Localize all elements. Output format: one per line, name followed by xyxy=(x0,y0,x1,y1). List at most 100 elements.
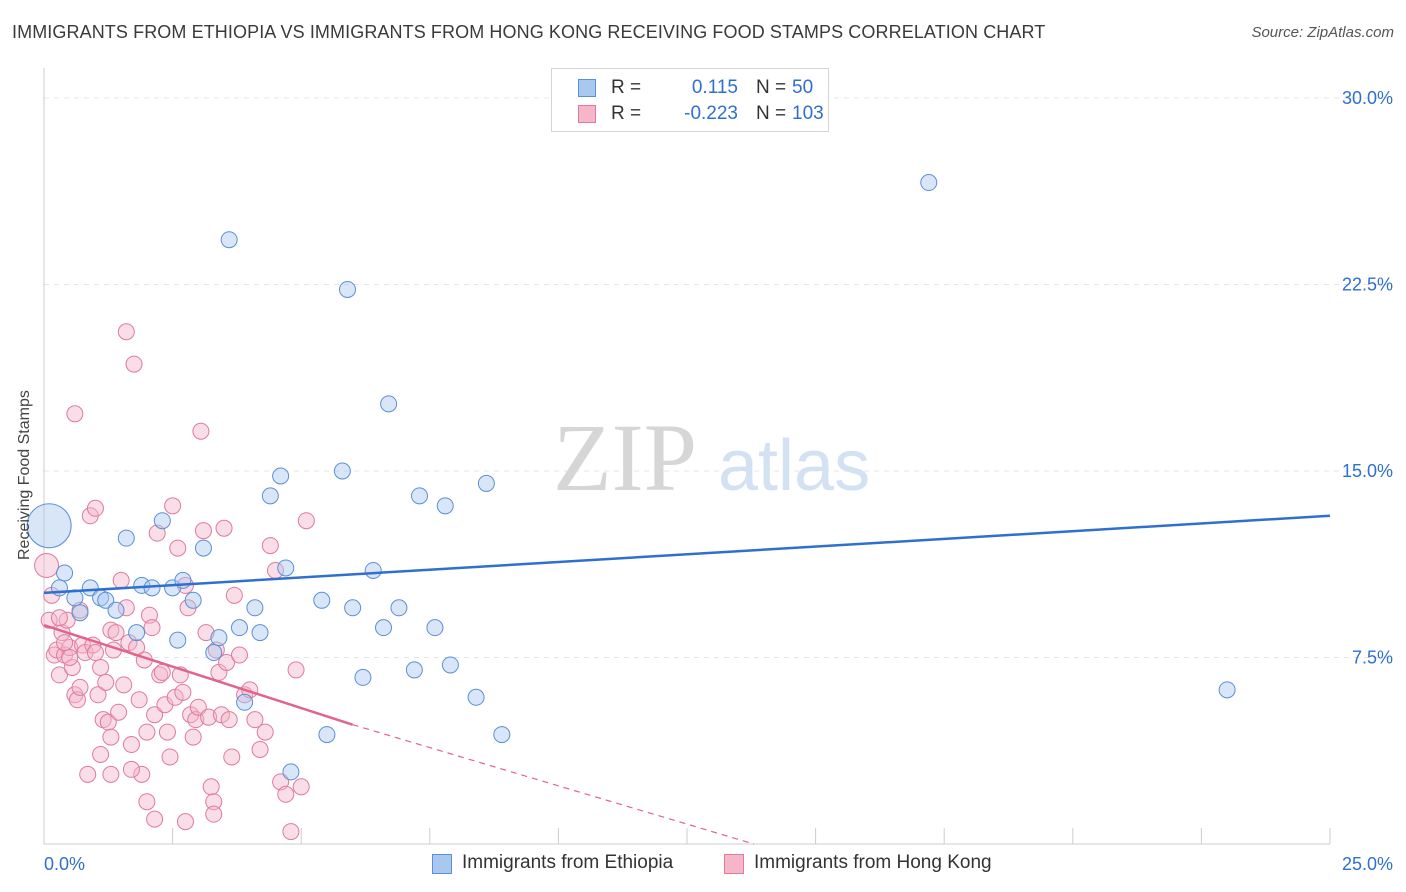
ethiopia-point xyxy=(493,726,511,744)
ethiopia-point xyxy=(71,604,89,622)
hongkong-point xyxy=(50,609,68,627)
ethiopia-point xyxy=(26,503,72,549)
hongkong-point xyxy=(61,639,79,657)
hongkong-point xyxy=(125,355,143,373)
hongkong-point xyxy=(107,624,125,642)
hongkong-point xyxy=(138,793,156,811)
ethiopia-point xyxy=(390,599,408,617)
hongkong-point xyxy=(189,698,207,716)
hongkong-point xyxy=(184,728,202,746)
hongkong-point xyxy=(102,765,120,783)
hongkong-trend-line xyxy=(43,623,354,726)
hongkong-point xyxy=(161,748,179,766)
hongkong-point xyxy=(89,686,107,704)
ethiopia-point xyxy=(411,487,429,505)
hongkong-point xyxy=(164,497,182,515)
ethiopia-point xyxy=(210,629,228,647)
hongkong-point xyxy=(92,658,110,676)
ethiopia-point xyxy=(344,599,362,617)
ethiopia-point xyxy=(246,599,264,617)
hongkong-point xyxy=(220,711,238,729)
hongkong-point xyxy=(277,785,295,803)
legend-r-label: R = xyxy=(611,77,642,98)
hongkong-point xyxy=(192,422,210,440)
hongkong-point xyxy=(153,663,171,681)
ethiopia-point xyxy=(230,619,248,637)
hongkong-point xyxy=(158,723,176,741)
watermark: ZIP atlas xyxy=(553,404,870,511)
ethiopia-point xyxy=(364,561,382,579)
hongkong-point xyxy=(261,537,279,555)
ethiopia-point xyxy=(169,631,187,649)
ethiopia-point xyxy=(205,644,223,662)
hongkong-point xyxy=(282,823,300,841)
legend-swatch-hongkong xyxy=(578,105,596,123)
ethiopia-point xyxy=(318,726,336,744)
hongkong-point xyxy=(207,641,225,659)
legend-r-label: R = xyxy=(611,103,642,124)
hongkong-point xyxy=(79,765,97,783)
watermark-zip: ZIP xyxy=(553,404,697,511)
hongkong-point xyxy=(200,708,218,726)
hongkong-point xyxy=(176,813,194,831)
ethiopia-point xyxy=(184,591,202,609)
ethiopia-point xyxy=(128,624,146,642)
hongkong-point xyxy=(56,634,74,652)
x-tick-label: 25.0% xyxy=(1342,854,1393,874)
ethiopia-point xyxy=(272,467,290,485)
ethiopia-point xyxy=(426,619,444,637)
hongkong-point xyxy=(34,552,60,578)
y-tick-label: 30.0% xyxy=(1342,88,1393,108)
hongkong-point xyxy=(71,678,89,696)
legend-swatch-ethiopia xyxy=(432,854,452,874)
ethiopia-point xyxy=(338,280,356,298)
ethiopia-point xyxy=(477,474,495,492)
hongkong-points xyxy=(34,323,315,841)
ethiopia-point xyxy=(97,591,115,609)
hongkong-point xyxy=(115,676,133,694)
hongkong-point xyxy=(205,805,223,823)
hongkong-point xyxy=(146,706,164,724)
ethiopia-point xyxy=(56,564,74,582)
chart-title: IMMIGRANTS FROM ETHIOPIA VS IMMIGRANTS F… xyxy=(12,22,1046,42)
hongkong-point xyxy=(218,653,236,671)
hongkong-point xyxy=(169,539,187,557)
legend-r-value: 0.115 xyxy=(691,77,738,98)
hongkong-point xyxy=(122,736,140,754)
hongkong-point xyxy=(117,323,135,341)
y-axis-label: Receiving Food Stamps xyxy=(16,390,33,560)
hongkong-point xyxy=(223,748,241,766)
ethiopia-point xyxy=(1218,681,1236,699)
hongkong-point xyxy=(205,793,223,811)
ethiopia-trend-line xyxy=(43,514,1331,595)
ethiopia-point xyxy=(333,462,351,480)
hongkong-point xyxy=(50,666,68,684)
hongkong-point xyxy=(110,703,128,721)
hongkong-point xyxy=(97,673,115,691)
ethiopia-point xyxy=(375,619,393,637)
ethiopia-point xyxy=(194,539,212,557)
hongkong-point xyxy=(143,619,161,637)
hongkong-point xyxy=(61,649,79,666)
hongkong-point xyxy=(246,711,264,729)
source-label: Source: ZipAtlas.com xyxy=(1251,24,1394,41)
hongkong-point xyxy=(92,745,110,763)
hongkong-point xyxy=(272,773,290,791)
gridlines xyxy=(44,97,1390,658)
ethiopia-point xyxy=(354,668,372,686)
hongkong-point xyxy=(194,522,212,540)
y-tick-label: 15.0% xyxy=(1342,461,1393,481)
hongkong-point xyxy=(256,723,274,741)
ethiopia-point xyxy=(107,601,125,619)
ethiopia-point xyxy=(153,512,171,530)
legend-n-value: 50 xyxy=(792,77,814,98)
x-axis xyxy=(43,68,1331,845)
ethiopia-point xyxy=(81,579,99,597)
hongkong-point xyxy=(225,586,243,604)
hongkong-point xyxy=(187,711,205,729)
hongkong-trend-extension xyxy=(352,724,755,845)
y-tick-label: 22.5% xyxy=(1342,275,1393,295)
hongkong-point xyxy=(63,658,81,676)
hongkong-point xyxy=(40,611,58,629)
